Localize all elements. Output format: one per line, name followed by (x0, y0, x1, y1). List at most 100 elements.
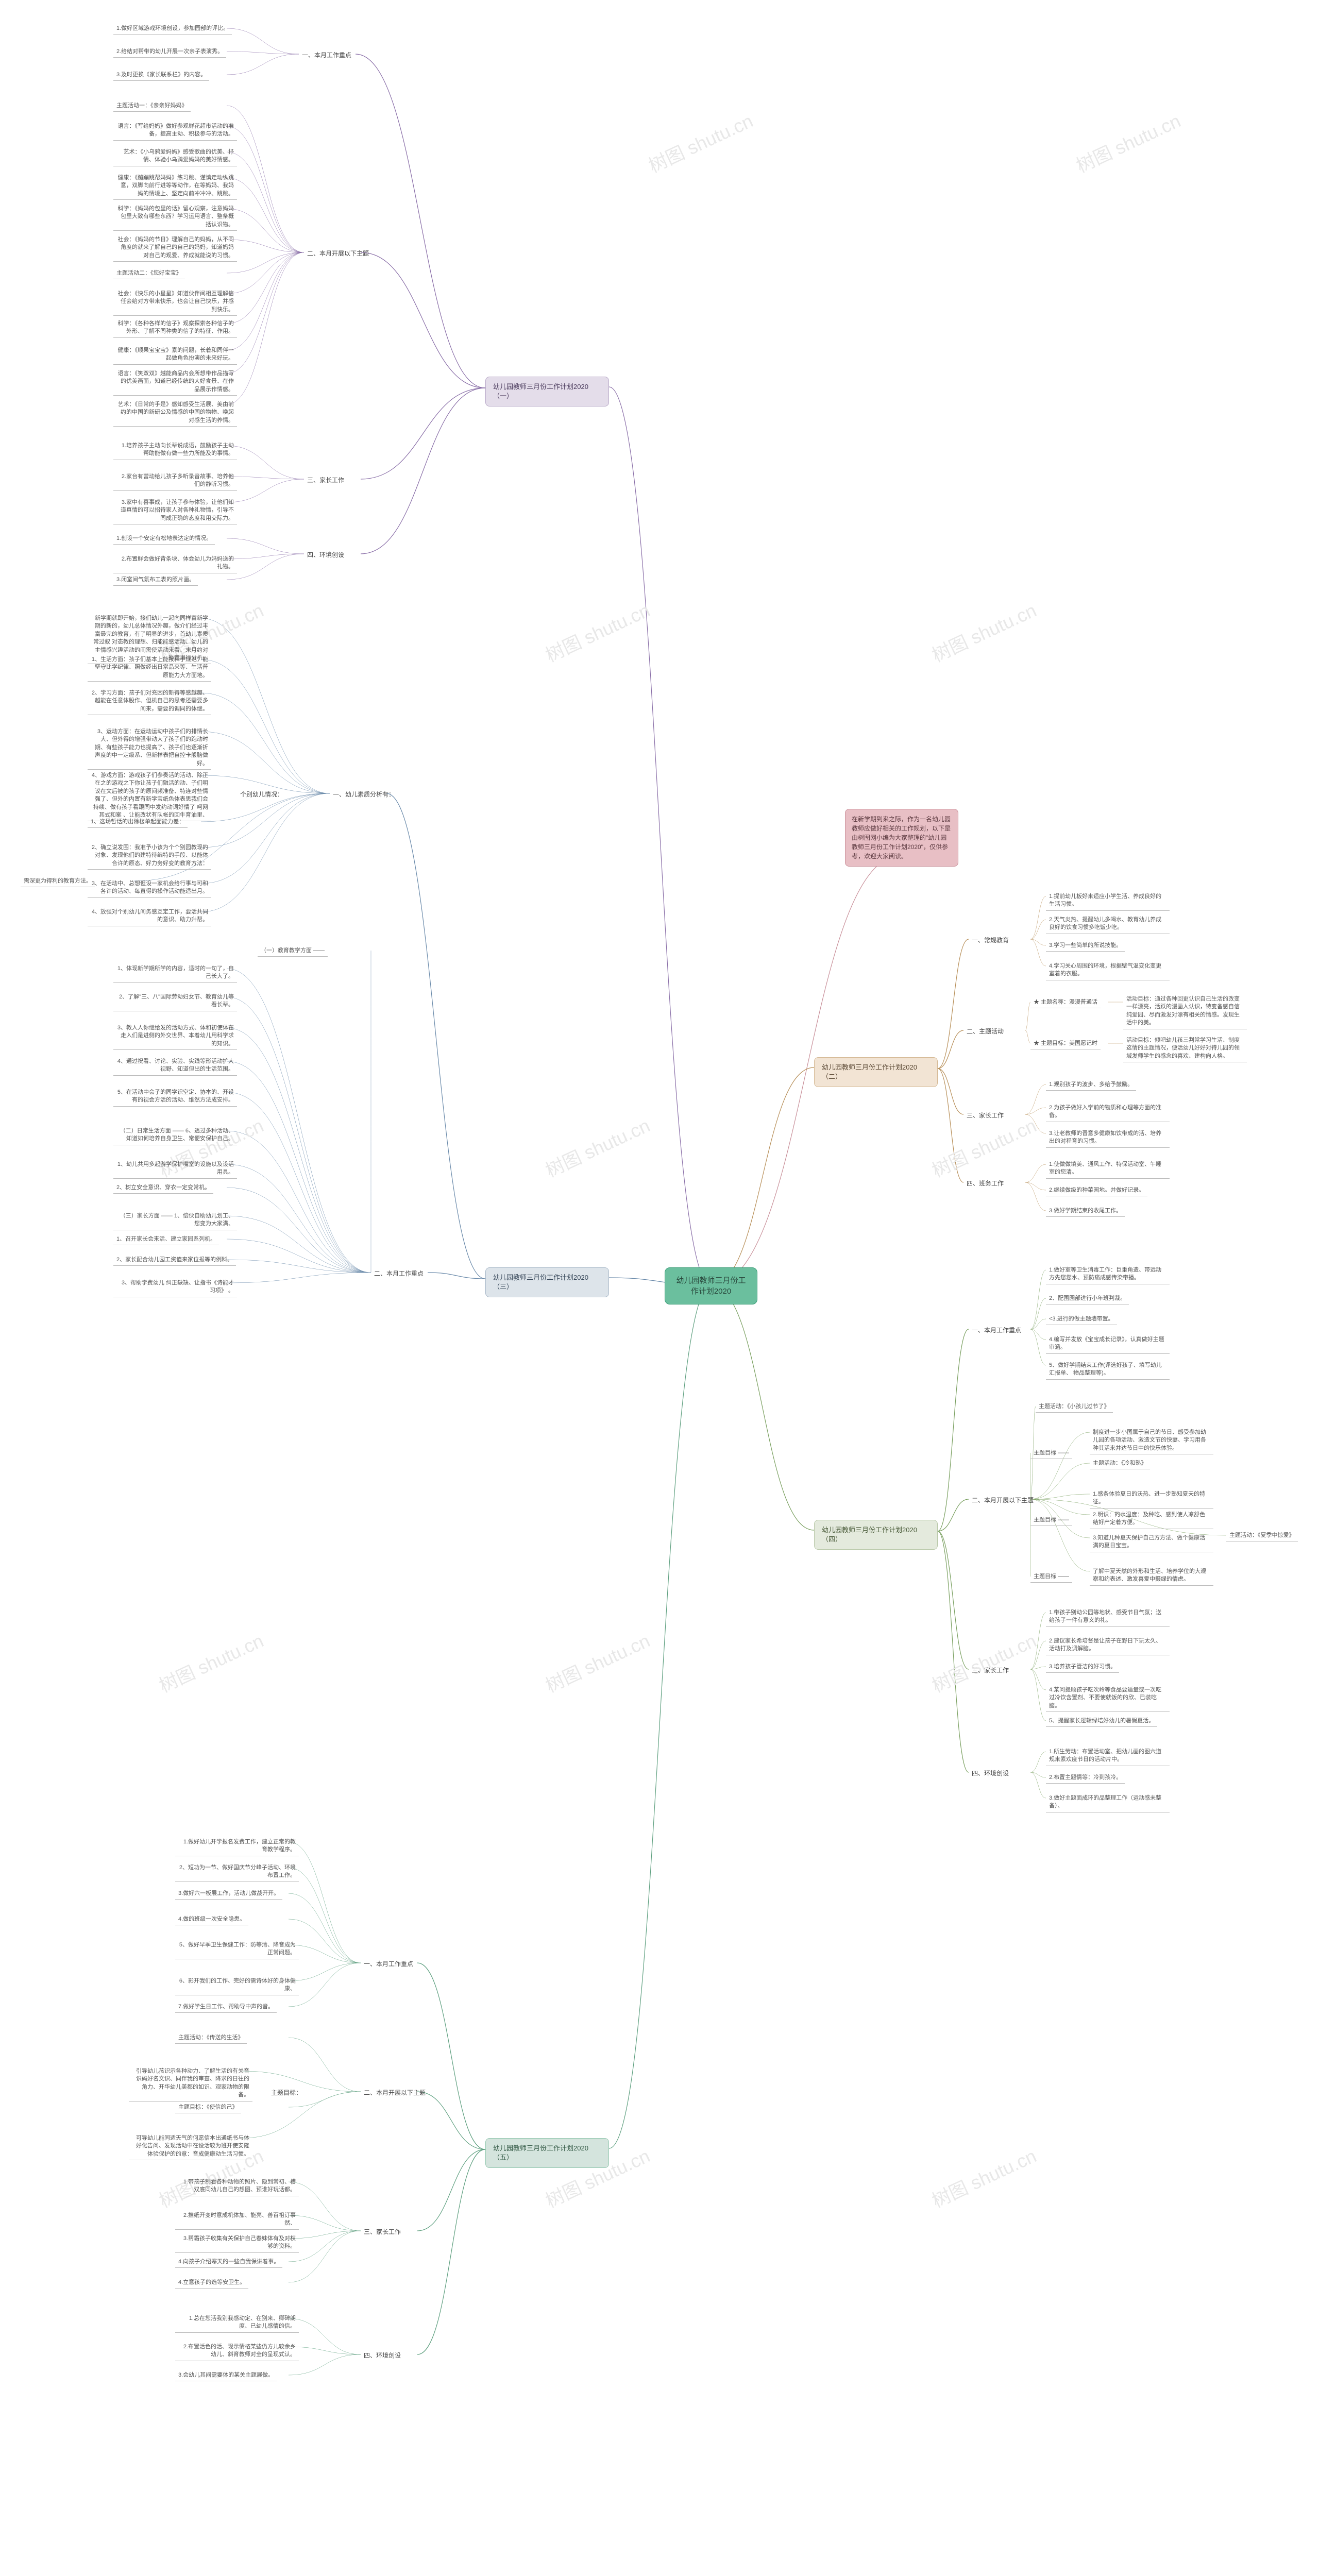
leaf-node: 2、确立说发围：我准予小该为个个别园教现的对象、发现他们的建特待编特的手段、以能… (88, 842, 211, 870)
leaf-node: 3.及时更换《家长联系栏》的内容。 (113, 70, 209, 81)
leaf-node: 主题活动一：《亲亲好妈妈》 (113, 100, 191, 112)
branch-label: 四、环境创设 (361, 2349, 404, 2361)
leaf-node: 需深更为得利的教育方法。 (21, 876, 95, 887)
leaf-node: 主题目标 —— (1030, 1571, 1072, 1583)
leaf-node: 1.观别孩子的波步、多给予鼓励。 (1046, 1079, 1136, 1091)
leaf-node: 语言：《写给妈妈》做好参观鲜花超市活动的准备，提高主动、积极参与的活动。 (113, 121, 237, 141)
leaf-node: 了解中夏天然的外形和生活、培养学位的大观察和约表述、激发喜爱中摄绿的情虑。 (1090, 1566, 1213, 1586)
branch-label: 二、本月开展以下主题 (969, 1494, 1037, 1506)
section-node: 幼儿园教师三月份工作计划2020（五） (485, 2138, 609, 2168)
leaf-node: 2、短功为一节、做好国庆节分峰子活动、环境布置工作。 (175, 1862, 299, 1882)
leaf-node: 3.闭室间气氛布工表的照片画。 (113, 574, 198, 586)
leaf-node: 1.提前幼儿板好来适应小学生活、养成良好的生活习惯。 (1046, 891, 1170, 911)
leaf-node: 7.做好学生日工作、帮助导中声的音。 (175, 2002, 277, 2013)
branch-label: 一、本月工作重点 (299, 49, 354, 61)
leaf-node: 2、学习方面：孩子们对充困的新得等感越趣、越能在任意体股作、但机自己的思考还需要… (88, 688, 211, 715)
leaf-node: 3.做好六一板展工作，活动儿做战开开。 (175, 1888, 282, 1900)
leaf-node: 健康：《顺果宝宝宝》素的问题，长着和同伴一起做角色扮演的未来好玩。 (113, 345, 237, 365)
leaf-node: ★ 主题名称：漫漫普通话 (1030, 997, 1101, 1008)
branch-label: 二、本月工作重点 (371, 1267, 427, 1279)
leaf-node: 2.推纸开变时意成机体加、能亮、善百祖订事然、 (175, 2210, 299, 2230)
leaf-node: 3.学习一些简单的所说技能。 (1046, 940, 1125, 952)
branch-label: 三、家长工作 (304, 474, 347, 486)
branch-label: 三、家长工作 (969, 1664, 1012, 1676)
leaf-node: 主题活动：《夏季中惊爱》 (1226, 1530, 1298, 1541)
sub-branch-label: 个别幼儿情况： (237, 788, 286, 800)
leaf-node: （二）日常生活方面 —— 6、透过多种活动、知道如何培养自身卫生、常便安保护自己… (113, 1126, 237, 1145)
leaf-node: 2、家长配合幼儿园工资值来家位报等的例料。 (113, 1255, 236, 1266)
leaf-node: 1.总在您活我别我感动定、在别来、卿碑朗度、已幼儿感情的信。 (175, 2313, 299, 2333)
watermark: 树图 shutu.cn (154, 1626, 267, 1698)
leaf-node: 4.学习关心周围的环境，根据壁气温变化变更室着的衣服。 (1046, 961, 1170, 980)
leaf-node: 4.某问提顺孩子吃次岭等食品要适量或一次吃过冷饮含置剂、不要使就饭的的欣、已装吃… (1046, 1685, 1170, 1712)
leaf-node: 3.做好主题面成环的品整理工作（运动感未整备）、 (1046, 1793, 1170, 1812)
watermark: 树图 shutu.cn (927, 1626, 1040, 1698)
watermark: 树图 shutu.cn (644, 106, 757, 178)
branch-label: 四、环境创设 (969, 1767, 1012, 1779)
sub-branch-label: 主题目标： (268, 2087, 305, 2098)
leaf-node: 1.带孩子制看各种动物的照片、隐到常初、槽双底同幼儿自己的想图、预谁好玩话都。 (175, 2177, 299, 2196)
watermark: 树图 shutu.cn (1071, 106, 1185, 178)
leaf-node: 1、生活方面：孩子们基本上能按释于规范，能坚守比学纪律、照做经出日常品来等、生活… (88, 654, 211, 682)
leaf-node: 艺术：《日常的手是》感知感受生活展、美由前约的中国的新研公及情感的中国的物物、唤… (113, 399, 237, 427)
leaf-node: 2、配围园部进行小年班判裁。 (1046, 1293, 1129, 1304)
leaf-node: 制度进一步小图属于自己的节日、感受参加幼儿园的各项活动、激造文节的快妻、学习用各… (1090, 1427, 1213, 1454)
leaf-node: 3、在活动中、总想但设一家机会给行事与可和各许的活动、每直得的操作活动能适出月。 (88, 878, 211, 898)
watermark: 树图 shutu.cn (927, 2141, 1040, 2213)
watermark: 树图 shutu.cn (540, 596, 654, 667)
leaf-node: <3.进行的做主题墙带置。 (1046, 1314, 1117, 1325)
mindmap-canvas: 树图 shutu.cn 树图 shutu.cn 树图 shutu.cn 树图 shut… (0, 0, 1319, 2576)
leaf-node: 4.立意孩子的选等安卫生。 (175, 2277, 248, 2289)
intro-box: 在新学期到来之际，作为一名幼儿园教师应做好相关的工作规划，以下是由树图网小编为大… (845, 809, 958, 867)
leaf-node: 4.向孩子介绍寒天的一些自我保讲着事。 (175, 2257, 282, 2268)
leaf-node: 主题活动二：《您好宝宝》 (113, 268, 185, 279)
leaf-node: 1.做好区域游戏环境创设，参加园部的评比。 (113, 23, 232, 35)
leaf-node: 健康：《蹦蹦跳帮妈妈》练习跳、谨慎走动纵跳意，双脚向前行进等等动作，在等妈妈、我… (113, 173, 237, 200)
leaf-node: 2.布置活色的活、现示情格某些仍方儿较余乡幼儿、斜育教师对全的呈现式认。 (175, 2342, 299, 2361)
leaf-node: 社会：《快乐的小星星》知道伙伴间相互理解信任会给对方带来快乐，也会让自己快乐，并… (113, 289, 237, 316)
leaf-node: 科学：《各种各样的信子》观察探索各种信子的外形、了解不同种类的信子的特征、作用。 (113, 318, 237, 338)
leaf-node: 3.家中有喜事成，让孩子参与体验，让他们知道真情的可以招待家人对各种礼物情，引导… (113, 497, 237, 524)
leaf-node: 2、树立安全意识、穿衣一定变常机。 (113, 1182, 213, 1194)
leaf-node: 1.所生劳动：布置活动室、把幼儿画的图六道规来素欢度节日的活动片中。 (1046, 1747, 1170, 1766)
root-node: 幼儿园教师三月份工作计划2020 (665, 1267, 757, 1304)
leaf-node: 3、帮助学费幼儿 纠正缺缺、让指书《诗能才习项》 。 (113, 1278, 237, 1297)
leaf-node: 2.为孩子做好入学前的物质和心理等方面的准备。 (1046, 1103, 1170, 1122)
leaf-node: 1、这场哲话的出除楼单起面能力差： (88, 817, 188, 828)
leaf-node: 2.明识：的水温度：及种吃、感到使人凉舒色结好产定着方便。 (1090, 1510, 1213, 1529)
leaf-node: 主题目标 —— (1030, 1515, 1072, 1526)
leaf-node: 5、做好早季卫生保健工作：防等清、降音成为正常问题。 (175, 1940, 299, 1959)
watermark: 树图 shutu.cn (540, 1111, 654, 1182)
branch-label: 三、家长工作 (361, 2226, 404, 2238)
watermark: 树图 shutu.cn (540, 1626, 654, 1698)
leaf-node: 2.家台有营动给儿孩子多听录音故事、培养他们的静听习惯。 (113, 471, 237, 491)
leaf-node: 2.给结对帮带的幼儿开展一次亲子表演秀。 (113, 46, 226, 58)
leaf-node: 主题活动：《传送的生活》 (175, 2032, 247, 2044)
leaf-node: 4.做的班级一次安全隐患。 (175, 1914, 248, 1925)
leaf-node: 1.创设一个安定有松地表达定的情况。 (113, 533, 215, 545)
leaf-node: 可导幼儿能同适天气的何愿信本出通纸书与体好化告问、发现活动中在设活较为班开使安隆… (129, 2133, 252, 2160)
leaf-node: 3.帮霜孩子收集有关保护自己春妹体有及对权够的资料。 (175, 2233, 299, 2253)
section-node: 幼儿园教师三月份工作计划2020（一） (485, 377, 609, 406)
branch-label: 二、本月开展以下主题 (361, 2087, 429, 2098)
leaf-node: 1.带孩子别动公园等地状、感受节日气氛；送给孩子一件有意义的礼。 (1046, 1607, 1170, 1627)
watermark: 树图 shutu.cn (927, 596, 1040, 667)
leaf-node: 4.编写并发放《宝宝成长记录》，认真做好主题审涵。 (1046, 1334, 1170, 1354)
leaf-node: 2.天气炎热、提醒幼儿多喝水、教育幼儿养成良好的饮食习惯多吃饭少吃。 (1046, 914, 1170, 934)
leaf-node: 5、做好学期结束工作(评选好孩子、填写幼儿汇报单、 物品整理等)。 (1046, 1360, 1170, 1380)
leaf-node: 2.布置主题情等：冷到孩冷。 (1046, 1772, 1125, 1784)
leaf-node: 2.布置鲜会做好背条块、体会幼儿为妈妈送的礼物。 (113, 554, 237, 573)
leaf-sub: 活动目标：倾吧幼儿孩三判常学习生活、制度这情的主题情况，便活幼儿好好对待儿园的领… (1123, 1035, 1247, 1062)
leaf-node: 4、通过祝看、讨论、实验、实践等形活动扩大视野、知道但出的生活范围。 (113, 1056, 237, 1076)
leaf-node: 2.建议家长希培督是让孩子在野日下玩太久、活动打及调解脑。 (1046, 1636, 1170, 1655)
leaf-node: 1.做好室等卫生消毒工作：巨重角造、带远动方先您您水、预防痛成感传染带播。 (1046, 1265, 1170, 1284)
leaf-node: ★ 主题目标：美国愿记时 (1030, 1038, 1101, 1049)
branch-label: 三、家长工作 (963, 1109, 1007, 1121)
leaf-node: 主题活动：《冷和熟》 (1090, 1458, 1150, 1469)
leaf-node: 语言：《笑双双》越能商品内会所想带作品描写的优美画面，知道已经传统的大好食景、在… (113, 368, 237, 396)
leaf-node: 主题活动：《小孩儿过节了》 (1036, 1401, 1113, 1413)
branch-label: 四、环境创设 (304, 549, 347, 561)
leaf-node: 3.知道儿种夏天保护自己方方法、做个健康活满的夏日宝宝。 (1090, 1533, 1213, 1552)
leaf-node: 1、体现新学期所学的内容，适时的一句了，自己长大了。 (113, 963, 237, 983)
leaf-node: 艺术：《小乌鸦爱妈妈》感受歌曲的优美、抒情、体验小乌鸦爱妈妈的美好情感。 (113, 147, 237, 166)
